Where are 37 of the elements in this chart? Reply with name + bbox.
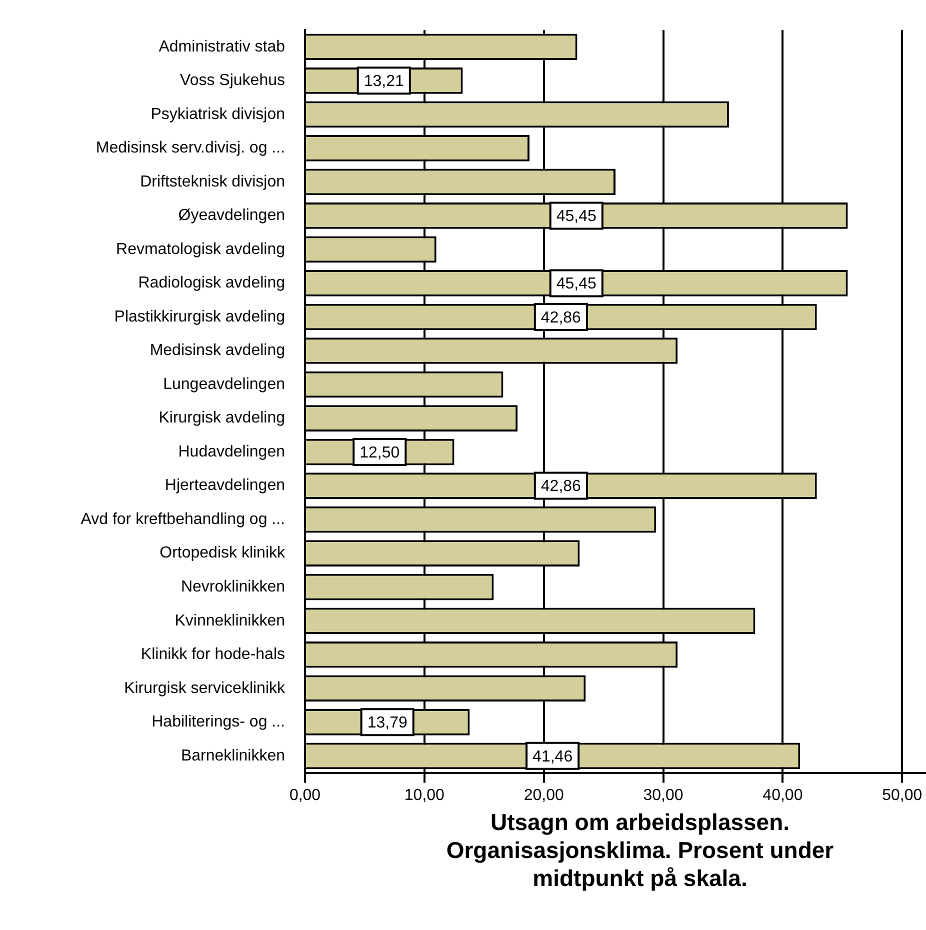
y-tick-label: Psykiatrisk divisjon [150, 106, 285, 123]
y-tick-label: Revmatologisk avdeling [116, 240, 285, 258]
y-tick-label: Medisinsk serv.divisj. og ... [96, 140, 285, 157]
x-axis-title: Utsagn om arbeidsplassen. Organisasjonsklima. Prosent under midtpunkt på skala. [445, 808, 835, 892]
x-tick-label: 50,00 [882, 786, 922, 804]
data-label: 41,46 [532, 748, 573, 766]
y-tick-label: Klinikk for hode-hals [140, 646, 285, 664]
data-label: 45,45 [556, 208, 597, 226]
y-tick-label: Avd for kreftbehandling og ... [80, 510, 285, 528]
y-tick-label: Barneklinikken [180, 747, 285, 764]
y-tick-label: Radiologisk avdeling [138, 274, 285, 292]
y-tick-label: Hjerteavdelingen [164, 477, 285, 494]
y-tick-label: Driftsteknisk divisjon [140, 173, 285, 190]
x-tick-label: 0,00 [289, 786, 321, 804]
y-tick-label: Ortopedisk klinikk [160, 544, 286, 562]
x-tick-label: 40,00 [762, 786, 803, 804]
data-label: 45,45 [556, 276, 597, 293]
y-tick-label: Kirurgisk serviceklinikk [124, 680, 286, 697]
y-tick-label: Hudavdelingen [178, 443, 285, 460]
y-tick-label: Nevroklinikken [180, 578, 285, 596]
y-tick-label: Kvinneklinikken [174, 612, 285, 630]
data-label: 42,86 [540, 478, 582, 496]
x-tick-label: 10,00 [404, 786, 445, 804]
data-label: 42,86 [540, 309, 582, 326]
data-label: 13,79 [367, 714, 408, 732]
y-tick-label: Lungeavdelingen [163, 376, 285, 393]
y-tick-label: Kirurgisk avdeling [158, 410, 285, 427]
y-tick-label: Habiliterings- og ... [152, 714, 285, 731]
data-label: 12,50 [360, 444, 400, 462]
y-tick-label: Plastikkirurgisk avdeling [114, 308, 285, 326]
y-tick-label: Medisinsk avdeling [150, 342, 285, 360]
x-tick-label: 30,00 [643, 786, 684, 804]
x-tick-label: 20,00 [524, 786, 564, 804]
y-tick-label: Voss Sjukehus [180, 72, 285, 90]
y-tick-label: Øyeavdelingen [178, 207, 285, 224]
y-tick-label: Administrativ stab [158, 38, 286, 56]
data-label: 13,21 [364, 73, 404, 90]
